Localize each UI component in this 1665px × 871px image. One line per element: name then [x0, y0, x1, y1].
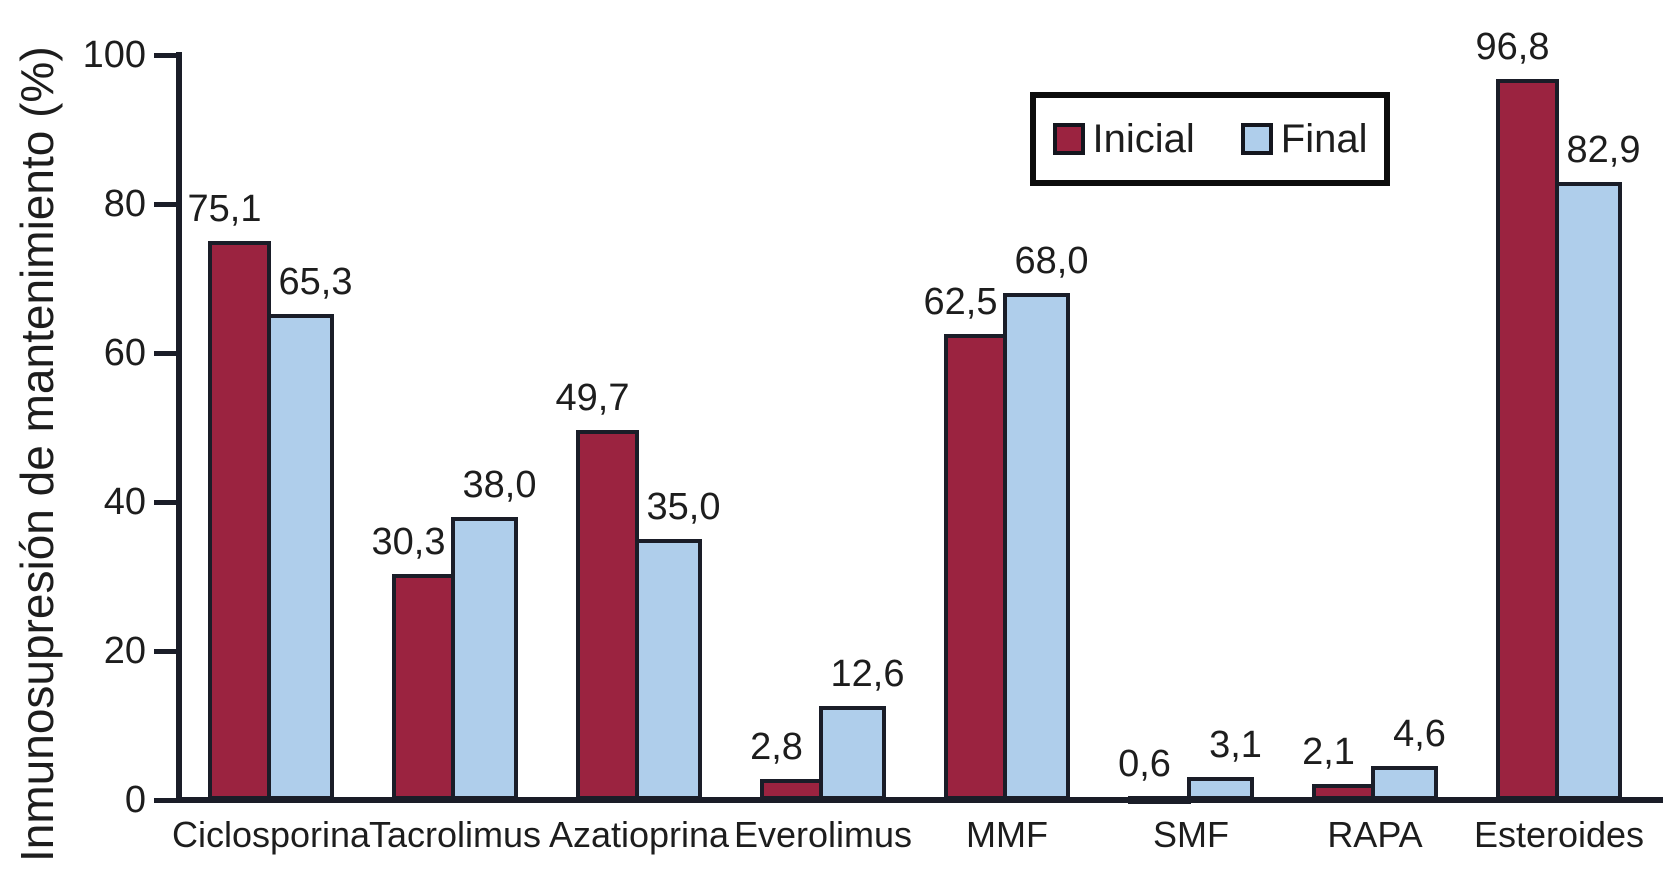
y-tick-label: 40: [103, 481, 146, 523]
value-label-inicial: 75,1: [187, 187, 262, 230]
bar-final-ciclosporina: [267, 313, 334, 800]
legend-swatch-inicial-icon: [1052, 123, 1085, 155]
y-axis-title: Inmunosupresión de mantenimiento (%): [11, 46, 63, 862]
value-label-inicial: 30,3: [371, 521, 446, 564]
legend-swatch-final-icon: [1240, 123, 1273, 155]
y-tick-label: 100: [82, 34, 146, 76]
value-label-final: 3,1: [1209, 723, 1262, 766]
bar-final-rapa: [1371, 765, 1438, 800]
y-tick-mark: [154, 499, 176, 505]
bar-final-mmf: [1003, 293, 1070, 800]
category-label-tacrolimus: Tacrolimus: [368, 814, 542, 855]
category-label-ciclosporina: Ciclosporina: [171, 814, 371, 855]
value-label-final: 68,0: [1014, 240, 1089, 283]
bar-inicial-azatioprina: [576, 429, 639, 800]
y-tick-mark: [154, 350, 176, 356]
value-label-final: 4,6: [1393, 712, 1446, 755]
y-tick-label: 80: [103, 183, 146, 225]
y-tick-label: 0: [124, 779, 146, 821]
value-label-final: 12,6: [830, 653, 905, 696]
y-tick-mark: [154, 201, 176, 207]
category-label-smf: SMF: [1153, 814, 1229, 855]
value-label-inicial: 49,7: [555, 376, 630, 419]
bar-final-azatioprina: [635, 539, 702, 800]
bar-final-tacrolimus: [451, 516, 518, 800]
legend-label-final: Final: [1280, 116, 1368, 161]
value-label-inicial: 62,5: [923, 281, 998, 324]
value-label-inicial: 2,8: [750, 726, 803, 769]
bar-inicial-mmf: [944, 334, 1007, 800]
y-axis-line: [176, 52, 182, 803]
y-tick-mark: [154, 797, 176, 803]
legend-item-final: Final: [1240, 116, 1368, 162]
y-tick-mark: [154, 52, 176, 58]
bar-inicial-tacrolimus: [392, 574, 455, 800]
value-label-inicial: 96,8: [1475, 25, 1550, 68]
x-axis-line: [176, 797, 1663, 803]
value-label-final: 65,3: [278, 260, 353, 303]
bar-final-everolimus: [819, 706, 886, 800]
legend-label-inicial: Inicial: [1092, 116, 1195, 161]
value-label-final: 38,0: [462, 463, 537, 506]
bar-inicial-esteroides: [1496, 78, 1559, 800]
bar-inicial-ciclosporina: [208, 240, 271, 800]
y-tick-mark: [154, 648, 176, 654]
category-label-everolimus: Everolimus: [733, 814, 913, 855]
category-label-azatioprina: Azatioprina: [548, 814, 730, 855]
category-label-rapa: RAPA: [1327, 814, 1423, 855]
y-tick-label: 60: [103, 332, 146, 374]
value-label-final: 82,9: [1566, 129, 1641, 172]
bar-final-esteroides: [1555, 182, 1622, 800]
category-label-mmf: MMF: [966, 814, 1048, 855]
y-tick-label: 20: [103, 630, 146, 672]
category-label-esteroides: Esteroides: [1473, 814, 1645, 855]
value-label-inicial: 0,6: [1118, 742, 1171, 785]
legend-item-inicial: Inicial: [1052, 116, 1195, 162]
value-label-inicial: 2,1: [1302, 731, 1355, 774]
legend: Inicial Final: [1030, 92, 1390, 186]
value-label-final: 35,0: [646, 486, 721, 529]
